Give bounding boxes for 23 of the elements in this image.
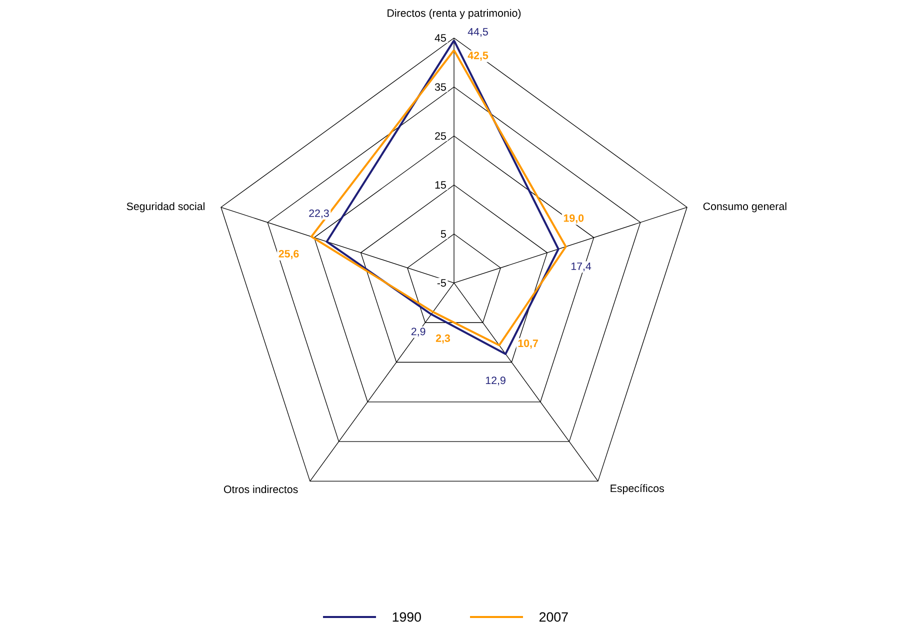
- y-tick-label: -5: [437, 279, 446, 287]
- data-label: 2,9: [411, 328, 426, 337]
- data-label: 12,9: [486, 376, 506, 386]
- data-label: 10,7: [518, 340, 538, 349]
- data-label: 19,0: [564, 214, 584, 224]
- spoke-label: Otros indirectos: [224, 485, 298, 494]
- spoke-label: Específicos: [610, 484, 664, 494]
- data-label: 17,4: [571, 262, 592, 272]
- data-label: 22,3: [309, 209, 329, 218]
- spoke-label: Consumo general: [703, 202, 786, 212]
- y-tick-label: 5: [440, 230, 446, 238]
- legend-label: 2007: [540, 612, 568, 622]
- data-label: 42,5: [468, 52, 488, 61]
- spoke-label: Seguridad social: [126, 202, 204, 212]
- y-tick-label: 45: [434, 34, 446, 42]
- legend-label: 1990: [392, 612, 421, 622]
- data-label: 44,5: [468, 28, 488, 37]
- data-label: 25,6: [278, 250, 299, 260]
- data-label: 2,3: [436, 334, 450, 344]
- y-tick-label: 25: [435, 132, 446, 140]
- y-tick-label: 15: [435, 181, 446, 189]
- spoke-label: Directos (renta y patrimonio): [388, 9, 521, 19]
- y-tick-label: 35: [434, 83, 446, 91]
